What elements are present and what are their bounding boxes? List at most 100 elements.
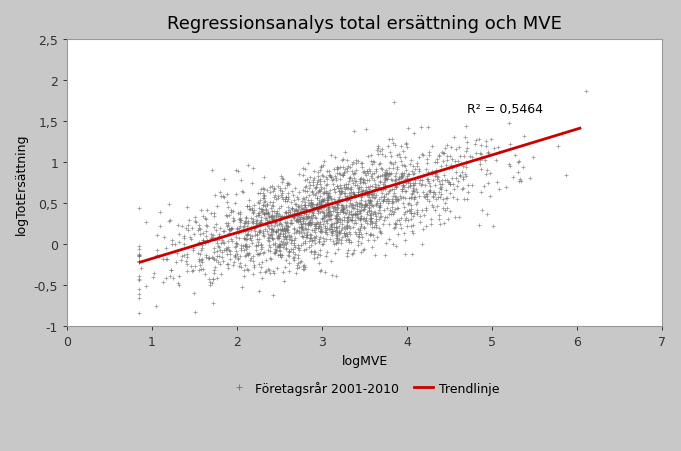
Point	[383, 143, 394, 151]
Point	[373, 196, 384, 203]
Point	[295, 224, 306, 231]
Point	[417, 226, 428, 233]
Point	[315, 219, 326, 226]
Point	[407, 162, 418, 170]
Point	[244, 235, 255, 243]
Point	[227, 215, 238, 222]
Point	[398, 148, 409, 156]
Point	[411, 199, 422, 206]
Point	[259, 249, 270, 257]
Point	[481, 211, 492, 218]
Point	[373, 207, 384, 214]
Point	[422, 175, 432, 183]
Point	[270, 239, 281, 247]
Point	[274, 217, 285, 224]
Point	[264, 242, 274, 249]
Point	[148, 274, 159, 281]
Point	[309, 237, 320, 244]
Point	[322, 199, 333, 207]
Point	[224, 248, 235, 255]
Point	[311, 181, 322, 188]
Point	[347, 170, 358, 178]
Point	[236, 245, 247, 252]
Point	[482, 149, 493, 156]
Point	[240, 242, 251, 249]
Point	[411, 207, 422, 214]
Point	[208, 232, 219, 239]
Point	[364, 177, 375, 184]
Point	[401, 144, 412, 152]
Point	[375, 214, 385, 221]
Point	[304, 208, 315, 215]
Point	[329, 186, 340, 193]
Point	[433, 178, 444, 185]
Point	[402, 171, 413, 178]
Point	[359, 203, 370, 210]
Point	[320, 226, 331, 233]
Point	[314, 204, 325, 212]
Point	[197, 266, 208, 273]
Point	[213, 253, 224, 260]
Point	[371, 234, 382, 241]
Point	[306, 215, 317, 222]
Point	[265, 232, 276, 239]
Point	[362, 193, 373, 200]
Point	[370, 181, 381, 188]
Point	[270, 248, 281, 255]
Point	[294, 204, 304, 212]
Point	[330, 203, 340, 211]
Point	[300, 166, 311, 174]
Point	[326, 231, 337, 239]
Point	[272, 243, 283, 250]
Point	[318, 185, 329, 192]
Point	[309, 249, 320, 256]
Point	[235, 211, 246, 218]
Point	[308, 251, 319, 258]
Point	[270, 247, 281, 254]
Point	[298, 247, 309, 254]
Point	[458, 163, 469, 170]
Point	[343, 247, 353, 254]
Point	[291, 265, 302, 272]
Point	[204, 281, 215, 289]
Point	[408, 213, 419, 220]
Point	[292, 196, 303, 203]
Point	[387, 208, 398, 215]
Point	[276, 238, 287, 245]
Point	[279, 240, 290, 247]
Point	[191, 219, 202, 226]
Point	[445, 162, 456, 170]
Point	[227, 218, 238, 226]
Point	[165, 272, 176, 280]
Point	[252, 251, 263, 258]
Point	[424, 187, 435, 194]
Point	[281, 220, 291, 227]
Point	[400, 141, 411, 148]
Point	[428, 193, 439, 200]
Point	[384, 171, 395, 178]
Point	[305, 235, 316, 242]
Point	[351, 231, 362, 239]
Point	[223, 264, 234, 272]
Point	[411, 211, 422, 218]
Point	[318, 178, 329, 185]
Point	[333, 239, 344, 247]
Point	[271, 229, 282, 236]
Point	[413, 175, 424, 182]
Point	[387, 200, 398, 207]
Point	[228, 207, 239, 215]
Point	[297, 205, 308, 212]
Point	[294, 224, 304, 231]
Point	[507, 174, 518, 181]
Point	[432, 175, 443, 183]
Point	[504, 120, 515, 127]
Point	[319, 189, 330, 196]
Point	[297, 198, 308, 206]
Point	[229, 254, 240, 261]
Point	[270, 197, 281, 204]
Point	[263, 223, 274, 230]
Point	[307, 212, 318, 219]
Point	[321, 231, 332, 238]
Point	[321, 195, 332, 202]
Point	[317, 198, 328, 206]
